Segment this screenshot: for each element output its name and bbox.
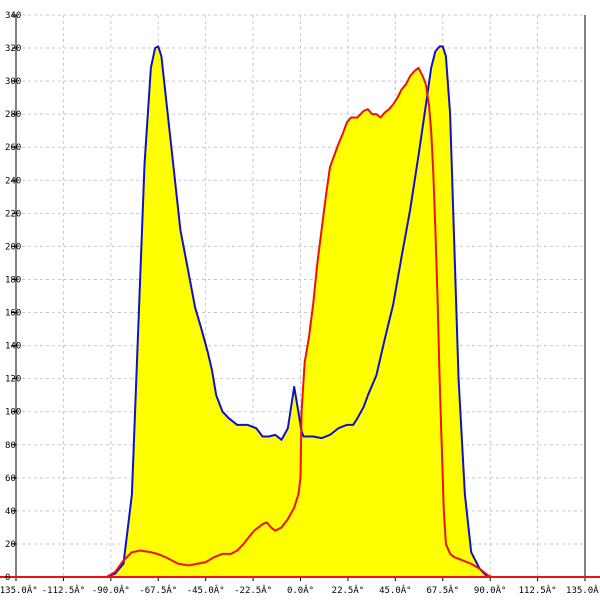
y-tick-label: 120 (5, 375, 21, 385)
x-tick-label: -90.0Â° (92, 584, 130, 596)
x-tick-label: -45.0Â° (187, 584, 225, 596)
y-tick-label: 260 (5, 143, 21, 153)
y-tick-label: 20 (5, 540, 16, 550)
y-tick-label: 180 (5, 275, 21, 285)
x-tick-label: 0.0Â° (287, 584, 314, 596)
y-tick-label: 300 (5, 77, 21, 87)
y-tick-label: 220 (5, 209, 21, 219)
y-tick-label: 200 (5, 242, 21, 252)
series-lines (0, 45, 600, 578)
y-tick-label: 100 (5, 408, 21, 418)
x-tick-label: -135.0Â° (0, 584, 38, 596)
y-tick-labels: 20 40 60 80 100 120 140 160 180 200 220 240 260 280 30… (5, 11, 21, 583)
area-fill (16, 46, 585, 578)
y-tick-label: 40 (5, 507, 16, 517)
x-tick-label: -22.5Â° (234, 584, 272, 596)
y-tick-label: 320 (5, 44, 21, 54)
x-tick-label: 112.5Â° (519, 584, 557, 596)
x-tick-label: 67.5Â° (426, 584, 459, 596)
x-tick-label: 22.5Â° (332, 584, 365, 596)
x-tick-labels: -135.0Â° -112.5Â° -90.0Â° -67.5Â° -45.0Â° -22… (0, 584, 600, 596)
y-tick-label: 140 (5, 342, 21, 352)
y-tick-label: 160 (5, 309, 21, 319)
x-tick-label: 90.0Â° (474, 584, 507, 596)
y-tick-label: 340 (5, 11, 21, 21)
x-tick-label: 45.0Â° (379, 584, 412, 596)
x-tick-label: 135.0Â° (566, 584, 600, 596)
series-line-2 (16, 66, 585, 578)
y-tick-label: 240 (5, 176, 21, 186)
y-tick-label: 280 (5, 110, 21, 120)
x-tick-label: -67.5Â° (139, 584, 177, 596)
y-tick-label: 0 (5, 573, 10, 583)
area-fill-shape (16, 46, 585, 578)
y-tick-label: 60 (5, 474, 16, 484)
x-tick-label: -112.5Â° (42, 584, 85, 596)
y-tick-label: 80 (5, 441, 16, 451)
